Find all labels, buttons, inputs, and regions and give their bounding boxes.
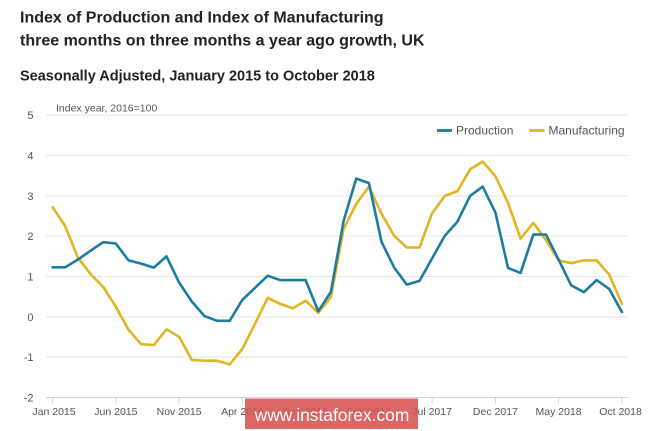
svg-text:Nov 2015: Nov 2015	[157, 406, 202, 418]
svg-text:three months on three months a: three months on three months a year ago …	[20, 33, 425, 50]
svg-text:-2: -2	[24, 393, 34, 405]
svg-text:Production: Production	[456, 124, 513, 138]
svg-text:Jul 2017: Jul 2017	[412, 406, 452, 418]
svg-text:Oct 2018: Oct 2018	[599, 406, 642, 418]
svg-text:0: 0	[27, 312, 33, 324]
svg-text:5: 5	[27, 110, 33, 122]
svg-text:Index year, 2016=100: Index year, 2016=100	[56, 103, 157, 115]
svg-text:4: 4	[27, 151, 33, 163]
svg-text:-1: -1	[24, 352, 34, 364]
svg-text:www.instaforex.com: www.instaforex.com	[254, 405, 410, 425]
svg-text:Seasonally Adjusted, January 2: Seasonally Adjusted, January 2015 to Oct…	[20, 69, 375, 85]
svg-text:May 2018: May 2018	[536, 406, 582, 418]
svg-text:Manufacturing: Manufacturing	[549, 124, 625, 138]
svg-text:Jan 2015: Jan 2015	[32, 406, 75, 418]
svg-text:Index of Production and Index: Index of Production and Index of Manufac…	[20, 10, 384, 27]
svg-text:Jun 2015: Jun 2015	[94, 406, 137, 418]
svg-text:Dec 2017: Dec 2017	[473, 406, 518, 418]
svg-text:1: 1	[27, 272, 33, 284]
svg-text:3: 3	[27, 191, 33, 203]
svg-text:2: 2	[27, 231, 33, 243]
